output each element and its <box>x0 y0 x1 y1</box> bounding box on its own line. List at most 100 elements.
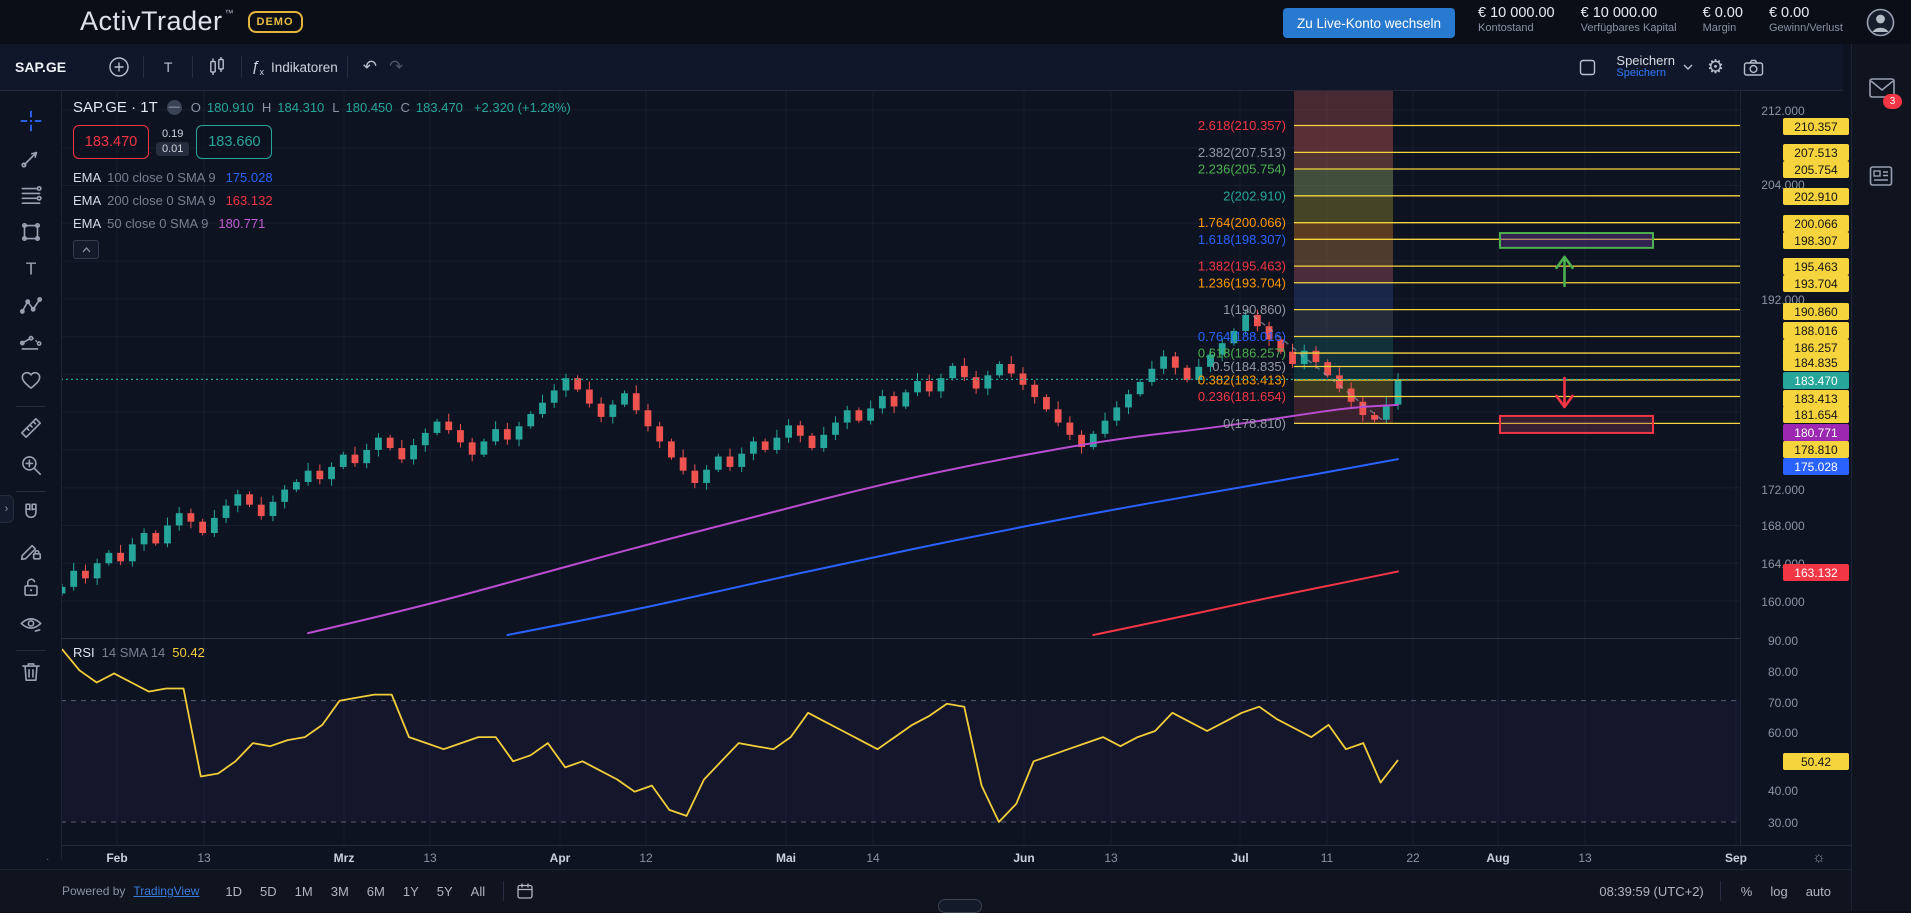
toolbar-divider <box>143 56 145 78</box>
range-5D[interactable]: 5D <box>260 883 277 899</box>
scale-auto[interactable]: auto <box>1805 883 1831 899</box>
avatar[interactable] <box>1866 8 1895 37</box>
tool-trash[interactable] <box>12 656 50 693</box>
expand-watchlist-chevron[interactable]: › <box>0 495 14 523</box>
price-label-198.307: 198.307 <box>1783 232 1849 249</box>
forecast-icon <box>18 330 44 361</box>
news-button[interactable] <box>1868 164 1896 192</box>
tool-crosshair[interactable] <box>12 105 50 142</box>
tool-lock-all[interactable] <box>12 571 50 608</box>
range-1Y[interactable]: 1Y <box>402 883 419 899</box>
range-All[interactable]: All <box>470 883 486 899</box>
tool-text-tool[interactable]: T <box>12 253 50 290</box>
chart-type-button[interactable] <box>202 52 232 82</box>
stat-value: € 10 000.00 <box>1580 5 1658 21</box>
lock-all-icon <box>18 574 44 605</box>
time-axis[interactable]: ‹ ☼ Feb13Mrz13Apr12Mai14Jun13Jul1122Aug1… <box>0 845 1851 870</box>
collapse-indicators-button[interactable] <box>73 240 99 259</box>
tool-zoom-in[interactable] <box>12 449 50 486</box>
spread-high: 0.19 <box>162 128 184 140</box>
price-label-200.066: 200.066 <box>1783 215 1849 232</box>
collapse-legend-icon[interactable]: — <box>166 100 182 115</box>
price-label-90.00: 90.00 <box>1767 633 1799 648</box>
rail-divider <box>15 406 46 407</box>
text-tool-button[interactable]: T <box>163 59 173 75</box>
indicator-row-50[interactable]: EMA 50 close 0 SMA 9 180.771 <box>73 216 266 231</box>
fib-label-2.618(210.357): 2.618(210.357) <box>1198 118 1286 133</box>
tool-xabcd-pattern[interactable] <box>12 290 50 327</box>
price-label-205.754: 205.754 <box>1783 161 1849 178</box>
scale-%[interactable]: % <box>1740 883 1753 899</box>
undo-button[interactable]: ↶ <box>362 57 377 76</box>
tool-magnet[interactable] <box>12 497 50 534</box>
pane-separator[interactable] <box>61 638 1851 639</box>
go-to-date-button[interactable] <box>516 882 534 900</box>
drawing-tools-rail: T <box>0 91 62 859</box>
indicator-rows: EMA 100 close 0 SMA 9 175.028 EMA 200 close … <box>73 166 571 235</box>
settings-gear-icon[interactable]: ⚙ <box>1706 56 1724 78</box>
ohlc-values: O 180.910 H 184.310 L 180.450 C 183.470 <box>191 100 465 115</box>
symbol-search-button[interactable]: SAP.GE <box>15 59 67 75</box>
fib-label-0.236(181.654): 0.236(181.654) <box>1198 389 1286 404</box>
symbol-interval-label[interactable]: SAP.GE · 1T <box>73 99 158 116</box>
time-tick-13: 13 <box>423 851 437 865</box>
save-layout-button[interactable]: Speichern Speichern <box>1616 54 1693 80</box>
sell-bid-button[interactable]: 183.470 <box>73 125 149 159</box>
brand: ActivTrader ™ DEMO <box>80 6 303 36</box>
indicators-button[interactable]: ƒx Indikatoren <box>251 57 338 77</box>
rsi-params: 14 SMA 14 <box>101 645 166 660</box>
time-tick-12: 12 <box>639 851 653 865</box>
time-tick-13: 13 <box>1104 851 1118 865</box>
tradingview-link[interactable]: TradingView <box>133 884 200 898</box>
price-label-60.00: 60.00 <box>1767 725 1799 740</box>
time-tick-Apr: Apr <box>549 851 571 865</box>
price-label-202.910: 202.910 <box>1783 188 1849 205</box>
messages-button[interactable]: 3 <box>1868 76 1902 109</box>
time-tick-Aug: Aug <box>1486 851 1510 865</box>
price-label-186.257: 186.257 <box>1783 339 1849 356</box>
time-tick-Jul: Jul <box>1231 851 1249 865</box>
range-3M[interactable]: 3M <box>330 883 349 899</box>
indicator-row-200[interactable]: EMA 200 close 0 SMA 9 163.132 <box>73 193 273 208</box>
price-label-70.00: 70.00 <box>1767 695 1799 710</box>
select-layout-button[interactable] <box>1572 52 1602 82</box>
snapshot-camera-button[interactable] <box>1738 52 1768 82</box>
bottom-divider <box>1719 881 1721 901</box>
magnet-icon <box>18 500 44 531</box>
fib-label-2.382(207.513): 2.382(207.513) <box>1198 145 1286 160</box>
redo-button[interactable]: ↷ <box>389 57 404 76</box>
range-5Y[interactable]: 5Y <box>436 883 453 899</box>
tool-forecast[interactable] <box>12 327 50 364</box>
buy-ask-button[interactable]: 183.660 <box>196 125 273 159</box>
rsi-legend[interactable]: RSI 14 SMA 14 50.42 <box>73 645 205 660</box>
calendar-icon <box>517 883 533 899</box>
tool-ruler[interactable] <box>12 412 50 449</box>
tool-trend-line[interactable] <box>12 142 50 179</box>
range-6M[interactable]: 6M <box>366 883 385 899</box>
tool-draw-lock[interactable] <box>12 534 50 571</box>
indicator-row-100[interactable]: EMA 100 close 0 SMA 9 175.028 <box>73 170 273 185</box>
price-axis[interactable]: 212.000 210.357 207.513 205.754 204.000 202.9… <box>1740 91 1852 845</box>
tool-shapes[interactable] <box>12 216 50 253</box>
tool-favorites-heart[interactable] <box>12 364 50 401</box>
time-tick-Sep: Sep <box>1724 851 1748 865</box>
price-chart-canvas[interactable]: 2.618(210.357) 2.382(207.513)2.236(205.75… <box>61 91 1740 845</box>
range-1M[interactable]: 1M <box>294 883 313 899</box>
price-label-172.000: 172.000 <box>1761 482 1805 497</box>
tool-hide-drawings-eye[interactable] <box>12 608 50 645</box>
scale-mode-buttons: % log auto <box>1737 882 1835 901</box>
tool-fib-lines[interactable] <box>12 179 50 216</box>
change-label: +2.320 (+1.28%) <box>473 100 571 115</box>
switch-to-live-button[interactable]: Zu Live-Konto wechseln <box>1283 8 1455 38</box>
theme-sun-icon[interactable]: ☼ <box>1812 849 1826 866</box>
price-label-183.413: 183.413 <box>1783 390 1849 407</box>
compare-add-symbol-button[interactable] <box>104 52 134 82</box>
time-tick-14: 14 <box>866 851 880 865</box>
price-label-188.016: 188.016 <box>1783 322 1849 339</box>
scale-log[interactable]: log <box>1770 883 1788 899</box>
favorites-heart-icon <box>18 367 44 398</box>
range-1D[interactable]: 1D <box>225 883 243 899</box>
stat-value: € 10 000.00 <box>1478 5 1555 21</box>
price-label-30.00: 30.00 <box>1767 815 1799 830</box>
